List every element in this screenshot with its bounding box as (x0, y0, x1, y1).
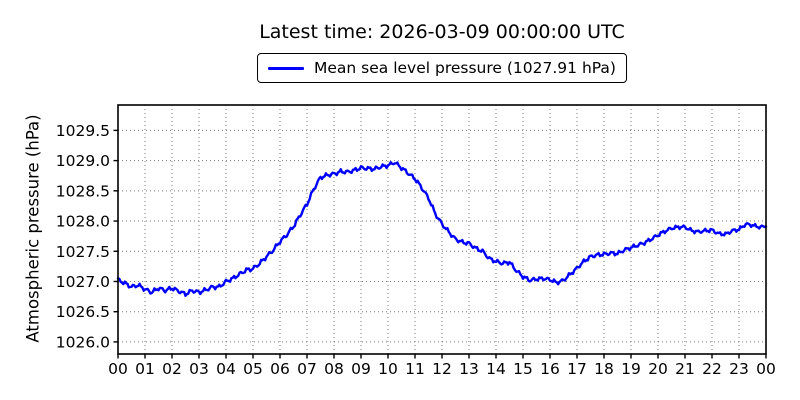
x-tick-label: 21 (675, 360, 695, 378)
x-tick-label: 14 (486, 360, 506, 378)
x-tick-label: 05 (243, 360, 263, 378)
y-tick-label: 1028.5 (56, 182, 110, 200)
x-tick-label: 16 (540, 360, 560, 378)
x-tick-label: 23 (729, 360, 749, 378)
y-tick-label: 1029.5 (56, 122, 110, 140)
y-tick-label: 1027.0 (56, 273, 110, 291)
x-tick-label: 10 (378, 360, 398, 378)
y-tick-label: 1026.5 (56, 303, 110, 321)
y-tick-label: 1027.5 (56, 243, 110, 261)
x-tick-label: 15 (513, 360, 533, 378)
legend-line-sample (268, 66, 305, 70)
y-tick-label: 1029.0 (56, 152, 110, 170)
legend-label: Mean sea level pressure (1027.91 hPa) (314, 59, 616, 77)
x-tick-label: 04 (216, 360, 236, 378)
x-tick-label: 02 (162, 360, 182, 378)
x-tick-label: 06 (270, 360, 290, 378)
y-tick-label: 1026.0 (56, 333, 110, 351)
x-tick-label: 17 (567, 360, 587, 378)
x-tick-label: 03 (189, 360, 209, 378)
x-tick-label: 11 (405, 360, 425, 378)
x-tick-label: 12 (432, 360, 452, 378)
chart-title: Latest time: 2026-03-09 00:00:00 UTC (259, 21, 625, 43)
x-tick-label: 19 (621, 360, 641, 378)
x-tick-label: 07 (297, 360, 317, 378)
x-tick-label: 18 (594, 360, 614, 378)
x-tick-label: 13 (459, 360, 479, 378)
x-tick-label: 20 (648, 360, 668, 378)
legend-box: Mean sea level pressure (1027.91 hPa) (257, 53, 627, 83)
x-tick-label: 00 (756, 360, 776, 378)
x-tick-label: 08 (324, 360, 344, 378)
x-tick-label: 01 (135, 360, 155, 378)
pressure-line (116, 161, 768, 297)
x-tick-label: 09 (351, 360, 371, 378)
y-tick-label: 1028.0 (56, 213, 110, 231)
x-tick-label: 00 (108, 360, 128, 378)
x-tick-label: 22 (702, 360, 722, 378)
y-axis-label: Atmospheric pressure (hPa) (23, 114, 43, 343)
